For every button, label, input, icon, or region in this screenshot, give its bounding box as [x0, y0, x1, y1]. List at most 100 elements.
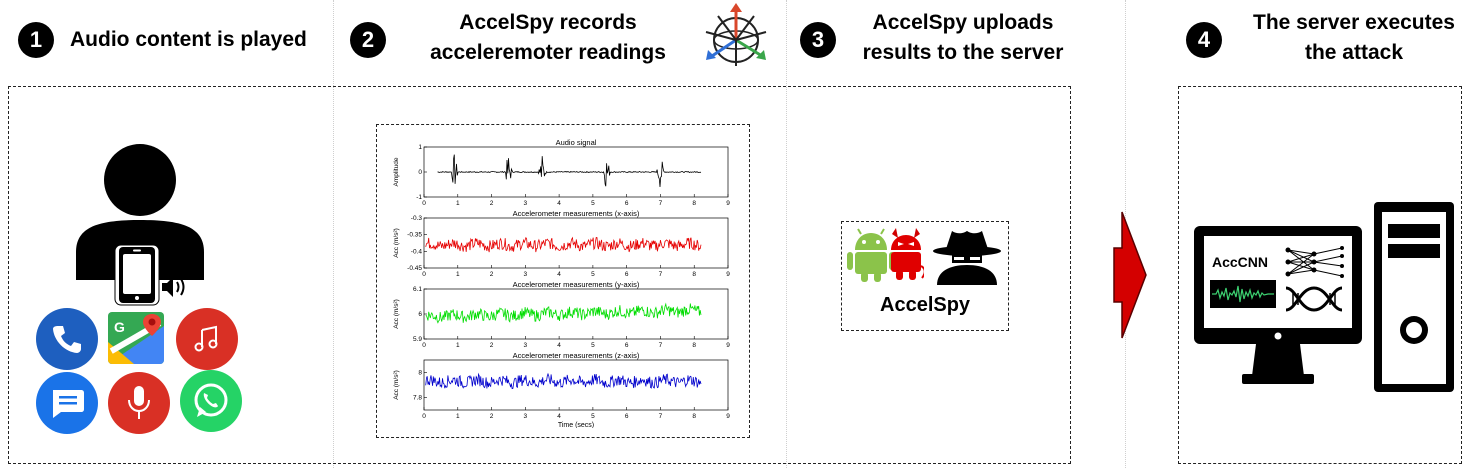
x-tick-label: 0 — [422, 271, 426, 278]
step-3-badge: 3 — [800, 22, 836, 58]
step-4-badge: 4 — [1186, 22, 1222, 58]
x-tick-label: 3 — [524, 342, 528, 349]
x-tick-label: 5 — [591, 200, 595, 207]
x-tick-label: 7 — [659, 200, 663, 207]
y-tick-label: -0.4 — [411, 248, 423, 255]
y-tick-label: 6.1 — [413, 286, 422, 293]
step-4-title: The server executes the attack — [1240, 8, 1468, 68]
spy-icon — [933, 231, 1001, 285]
panel-y-label: Amplitude — [393, 157, 400, 186]
x-tick-label: 9 — [726, 200, 730, 207]
y-tick-label: 5.9 — [413, 336, 422, 343]
acccnn-label: AccCNN — [1212, 254, 1269, 270]
step-4-title-line2: the attack — [1304, 41, 1404, 64]
x-tick-label: 3 — [524, 413, 528, 420]
column-divider — [786, 0, 787, 468]
x-tick-label: 9 — [726, 413, 730, 420]
x-tick-label: 8 — [692, 342, 696, 349]
x-tick-label: 2 — [490, 271, 494, 278]
series-line — [437, 154, 702, 188]
messages-app-icon — [36, 372, 98, 434]
y-tick-label: 0 — [418, 169, 422, 176]
x-tick-label: 6 — [625, 342, 629, 349]
x-tick-label: 4 — [557, 271, 561, 278]
maps-app-icon: G — [108, 312, 164, 364]
x-tick-label: 5 — [591, 413, 595, 420]
x-tick-label: 7 — [659, 413, 663, 420]
x-tick-label: 9 — [726, 271, 730, 278]
panel-y-label: Acc (m/s²) — [393, 370, 400, 400]
panel-frame — [423, 217, 729, 269]
x-tick-label: 9 — [726, 342, 730, 349]
step-2-title-line2: acceleremoter readings — [430, 41, 666, 64]
step-2-badge: 2 — [350, 22, 386, 58]
x-axis-label: Time (secs) — [558, 422, 594, 428]
step-3-title: AccelSpy uploads results to the server — [848, 8, 1078, 68]
microphone-app-icon — [108, 372, 170, 434]
smartphone-icon — [114, 244, 160, 306]
step-1-title-text: Audio content is played — [70, 28, 307, 51]
y-tick-label: -0.3 — [411, 215, 423, 222]
series-line — [425, 236, 702, 253]
x-tick-label: 4 — [557, 342, 561, 349]
dna-icon — [1285, 286, 1343, 312]
panel-title: Accelerometer measurements (z-axis) — [513, 351, 640, 360]
x-tick-label: 2 — [490, 413, 494, 420]
series-line — [425, 302, 702, 324]
x-tick-label: 3 — [524, 271, 528, 278]
x-tick-label: 2 — [490, 342, 494, 349]
x-tick-label: 6 — [625, 200, 629, 207]
x-tick-label: 1 — [456, 413, 460, 420]
step-1-badge: 1 — [18, 22, 54, 58]
right-arrow-icon — [1113, 211, 1147, 339]
server-frame — [1178, 86, 1462, 464]
series-line — [425, 372, 702, 390]
x-tick-label: 6 — [625, 413, 629, 420]
x-tick-label: 5 — [591, 342, 595, 349]
y-tick-label: -1 — [416, 194, 422, 201]
x-tick-label: 2 — [490, 200, 494, 207]
step-2-title-line1: AccelSpy records — [459, 11, 637, 34]
x-tick-label: 1 — [456, 271, 460, 278]
x-tick-label: 4 — [557, 200, 561, 207]
x-tick-label: 1 — [456, 200, 460, 207]
step-1-title: Audio content is played — [70, 25, 330, 55]
phone-app-icon — [36, 308, 98, 370]
x-tick-label: 5 — [591, 271, 595, 278]
waveform-thumbnail — [1210, 280, 1276, 308]
y-tick-label: 7.8 — [413, 395, 422, 402]
panel-y-label: Acc (m/s²) — [393, 299, 400, 329]
panel-frame — [423, 359, 729, 411]
x-tick-label: 0 — [422, 413, 426, 420]
devil-android-icon — [891, 228, 924, 280]
panel-y-label: Acc (m/s²) — [393, 228, 400, 258]
step-4-title-line1: The server executes — [1253, 11, 1455, 34]
x-tick-label: 1 — [456, 342, 460, 349]
step-3-title-line2: results to the server — [862, 41, 1064, 64]
music-app-icon — [176, 308, 238, 370]
x-tick-label: 3 — [524, 200, 528, 207]
y-tick-label: -0.35 — [407, 232, 422, 239]
step-2-title: AccelSpy records acceleremoter readings — [408, 8, 688, 68]
y-tick-label: -0.45 — [407, 265, 422, 272]
y-tick-label: 8 — [418, 370, 422, 377]
speaker-icon — [162, 277, 185, 297]
x-tick-label: 0 — [422, 342, 426, 349]
x-tick-label: 6 — [625, 271, 629, 278]
accelspy-label: AccelSpy — [880, 294, 971, 316]
y-tick-label: 6 — [418, 311, 422, 318]
computer-tower-icon — [1374, 202, 1454, 392]
x-tick-label: 4 — [557, 413, 561, 420]
x-tick-label: 7 — [659, 342, 663, 349]
accelerometer-axes-icon — [705, 3, 767, 66]
y-tick-label: 1 — [418, 144, 422, 151]
x-tick-label: 7 — [659, 271, 663, 278]
x-tick-label: 8 — [692, 271, 696, 278]
whatsapp-app-icon — [180, 370, 242, 432]
client-device-frame — [8, 86, 1071, 464]
x-tick-label: 0 — [422, 200, 426, 207]
panel-title: Accelerometer measurements (x-axis) — [513, 209, 640, 218]
neural-network-icon — [1285, 246, 1344, 278]
x-tick-label: 8 — [692, 413, 696, 420]
